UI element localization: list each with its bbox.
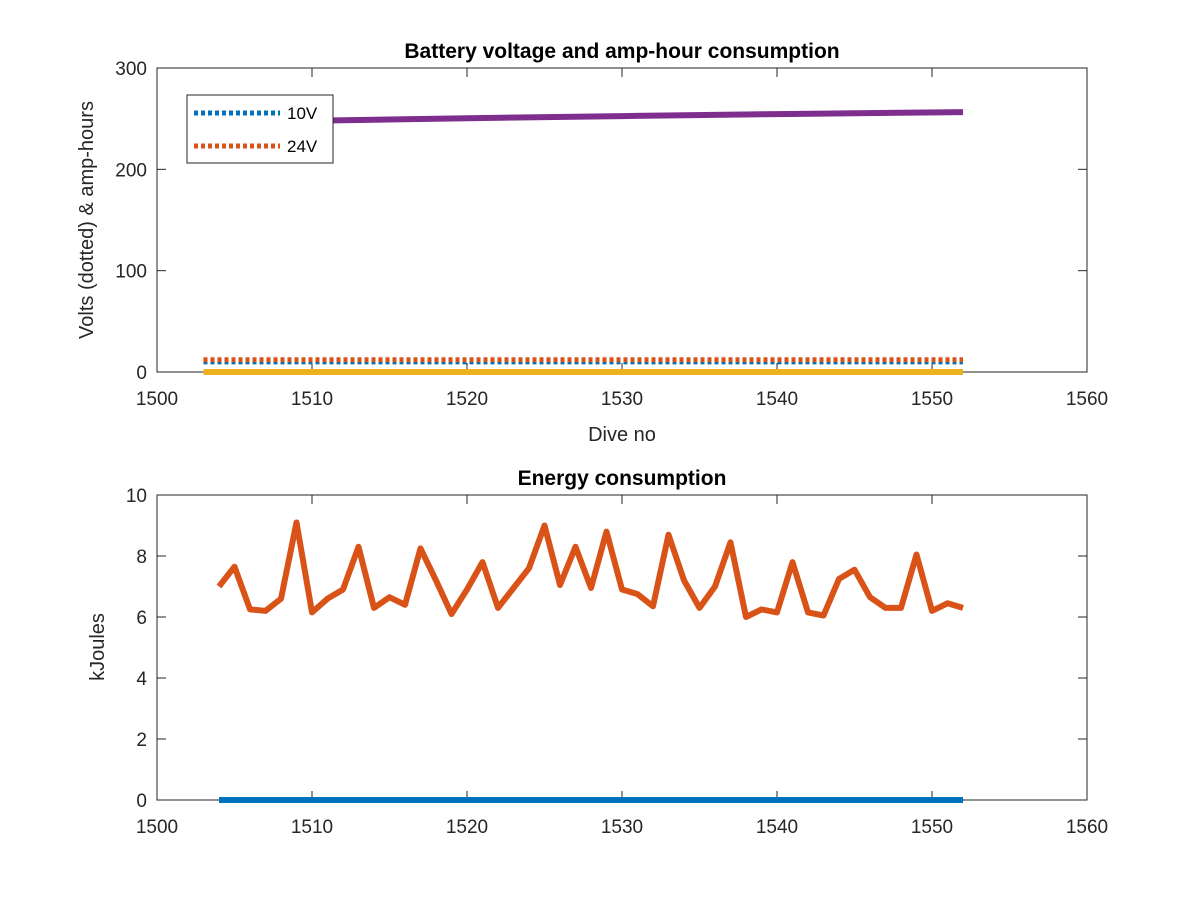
energy-x-tick-label: 1520 bbox=[446, 817, 488, 838]
legend-label-24v: 24V bbox=[287, 137, 318, 156]
energy-x-tick-label: 1560 bbox=[1066, 817, 1108, 838]
energy-tick-labels: 1500 1510 1520 1530 1540 1550 1560 0 2 4 6 8 10 bbox=[126, 486, 1108, 838]
battery-y-tick-label: 200 bbox=[115, 160, 147, 181]
battery-x-tick-label: 1500 bbox=[136, 389, 178, 410]
energy-y-tick-label: 2 bbox=[136, 730, 147, 751]
battery-y-axis-label: Volts (dotted) & amp-hours bbox=[76, 101, 98, 339]
energy-series bbox=[216, 519, 964, 803]
legend-label-10v: 10V bbox=[287, 104, 318, 123]
battery-x-axis-label: Dive no bbox=[588, 424, 656, 446]
battery-series-line-3 bbox=[311, 109, 964, 124]
energy-y-tick-label: 8 bbox=[136, 547, 147, 568]
battery-legend: 10V 24V bbox=[186, 94, 334, 164]
battery-voltage-chart: 1500 1510 1520 1530 1540 1550 1560 0 100 200 300 B… bbox=[76, 40, 1108, 446]
energy-x-tick-label: 1550 bbox=[911, 817, 953, 838]
battery-y-tick-label: 0 bbox=[136, 363, 147, 384]
battery-y-tick-label: 100 bbox=[115, 262, 147, 283]
energy-y-tick-label: 4 bbox=[136, 669, 147, 690]
energy-x-tick-label: 1510 bbox=[291, 817, 333, 838]
battery-series bbox=[203, 109, 964, 375]
battery-y-tick-label: 300 bbox=[115, 59, 147, 80]
battery-chart-title: Battery voltage and amp-hour consumption bbox=[404, 40, 839, 63]
energy-x-tick-label: 1530 bbox=[601, 817, 643, 838]
energy-consumption-chart: 1500 1510 1520 1530 1540 1550 1560 0 2 4 6 8 10 Ener… bbox=[87, 467, 1108, 838]
battery-x-tick-label: 1540 bbox=[756, 389, 798, 410]
battery-x-tick-label: 1520 bbox=[446, 389, 488, 410]
energy-y-tick-label: 6 bbox=[136, 608, 147, 629]
energy-x-tick-label: 1540 bbox=[756, 817, 798, 838]
legend-box bbox=[186, 94, 334, 164]
battery-x-tick-label: 1560 bbox=[1066, 389, 1108, 410]
battery-x-tick-label: 1510 bbox=[291, 389, 333, 410]
energy-x-tick-label: 1500 bbox=[136, 817, 178, 838]
battery-tick-labels: 1500 1510 1520 1530 1540 1550 1560 0 100 200 300 bbox=[115, 59, 1108, 410]
energy-chart-title: Energy consumption bbox=[518, 467, 727, 490]
energy-y-axis-label: kJoules bbox=[87, 613, 109, 681]
energy-y-tick-label: 0 bbox=[136, 791, 147, 812]
battery-x-tick-label: 1530 bbox=[601, 389, 643, 410]
energy-y-tick-label: 10 bbox=[126, 486, 147, 507]
energy-series-line-1 bbox=[216, 519, 964, 620]
energy-ticks bbox=[156, 494, 1088, 801]
battery-x-tick-label: 1550 bbox=[911, 389, 953, 410]
energy-axes-box bbox=[156, 494, 1088, 801]
